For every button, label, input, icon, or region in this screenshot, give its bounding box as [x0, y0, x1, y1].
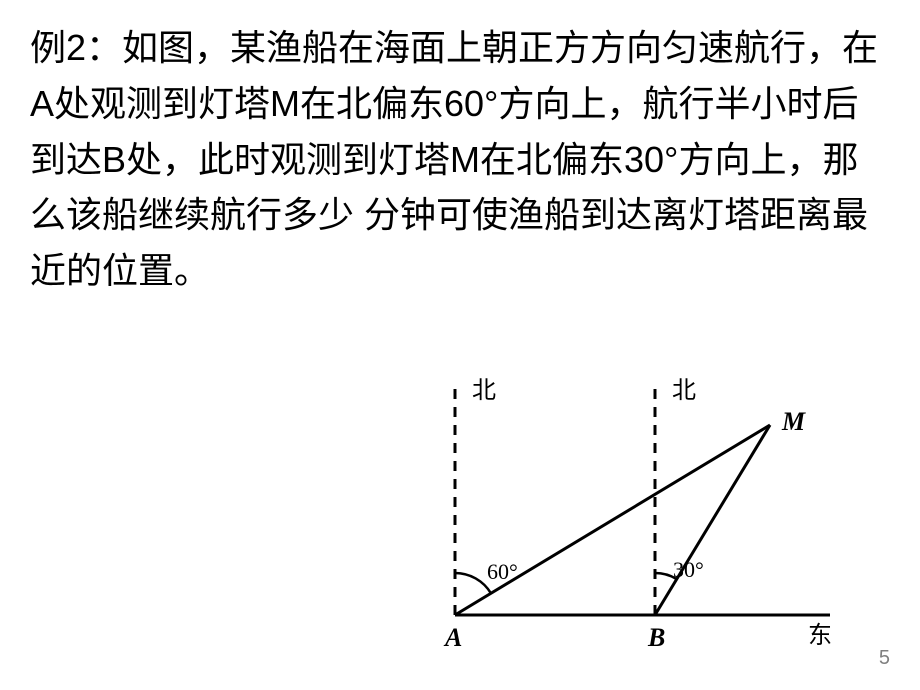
- svg-text:北: 北: [472, 377, 496, 404]
- svg-text:东: 东: [808, 622, 832, 649]
- svg-text:M: M: [781, 407, 806, 436]
- problem-statement: 例2：如图，某渔船在海面上朝正方方向匀速航行，在A处观测到灯塔M在北偏东60°方…: [30, 20, 890, 299]
- svg-text:30°: 30°: [673, 557, 704, 582]
- svg-text:B: B: [647, 623, 665, 652]
- svg-text:北: 北: [672, 377, 696, 404]
- svg-text:60°: 60°: [487, 559, 518, 584]
- page-number: 5: [879, 647, 890, 670]
- diagram-labels: 60° 30° 北 北东 A B M: [443, 377, 832, 652]
- geometry-diagram: 60° 30° 北 北东 A B M: [410, 370, 850, 670]
- svg-text:A: A: [443, 623, 462, 652]
